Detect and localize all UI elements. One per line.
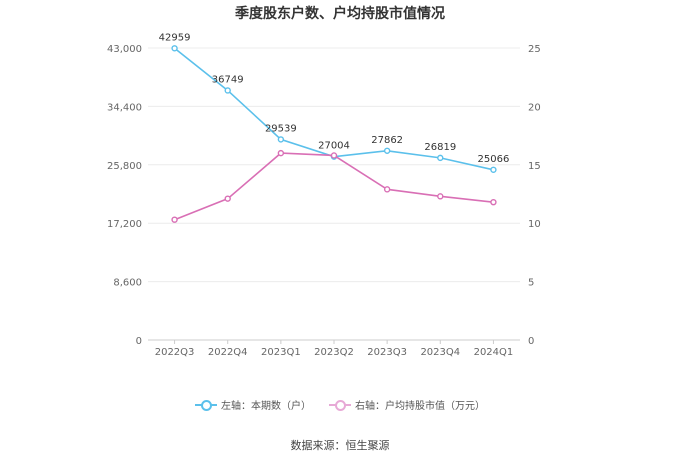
legend-item-avg-value[interactable]: 右轴：户均持股市值（万元） <box>329 397 485 412</box>
series-point-0 <box>383 147 391 154</box>
series-point-0 <box>490 166 497 173</box>
right-axis-tick-label: 25 <box>528 44 541 55</box>
series-point-0 <box>224 87 231 94</box>
x-axis-tick-label: 2023Q2 <box>314 347 354 358</box>
series-point-0 <box>437 154 444 162</box>
series-point-1 <box>383 186 391 193</box>
data-label: 25066 <box>478 154 510 165</box>
series-point-1 <box>437 193 444 200</box>
data-label: 26819 <box>424 142 456 153</box>
data-label: 29539 <box>265 123 297 134</box>
series-point-0 <box>277 136 285 143</box>
data-label: 27004 <box>318 141 350 152</box>
left-axis-tick-label: 25,800 <box>107 161 142 172</box>
right-axis-tick-label: 10 <box>528 219 541 230</box>
chart-title: 季度股东户数、户均持股市值情况 <box>235 6 445 22</box>
data-label: 27862 <box>371 135 403 146</box>
legend-label-avg-value: 右轴：户均持股市值（万元） <box>355 401 485 412</box>
left-axis-tick-label: 34,400 <box>107 102 142 113</box>
legend-label-households: 左轴：本期数（户） <box>221 401 311 412</box>
left-axis-tick-label: 0 <box>136 336 142 347</box>
series-point-1 <box>224 195 231 202</box>
legend-item-households[interactable]: 左轴：本期数（户） <box>195 397 311 412</box>
series-point-1 <box>330 152 338 159</box>
series-point-1 <box>171 216 178 223</box>
legend-swatch-avg-value <box>329 399 351 411</box>
series-point-1 <box>490 198 497 206</box>
x-axis-tick-label: 2022Q3 <box>155 347 195 358</box>
series-line-1 <box>174 152 494 221</box>
x-axis-tick-label: 2022Q4 <box>208 347 248 358</box>
data-label: 36749 <box>212 74 244 85</box>
right-axis-tick-label: 0 <box>528 336 534 347</box>
x-axis-tick-label: 2023Q3 <box>367 347 407 358</box>
chart-plot: 0 0 8,600 5 17,200 10 25,800 15 34,400 20 43,000 25… <box>107 32 541 358</box>
left-axis-tick-label: 8,600 <box>113 278 142 289</box>
data-source-note: 数据来源：恒生聚源 <box>290 439 390 452</box>
left-axis-tick-label: 17,200 <box>107 219 142 230</box>
series-point-0 <box>171 45 178 52</box>
series-point-1 <box>277 149 285 157</box>
x-axis-tick-label: 2023Q1 <box>261 347 301 358</box>
legend-swatch-households <box>195 399 217 411</box>
data-label: 42959 <box>159 32 191 43</box>
right-axis-tick-label: 5 <box>528 278 534 289</box>
chart-legend: 左轴：本期数（户） 右轴：户均持股市值（万元） <box>0 397 680 412</box>
left-axis-tick-label: 43,000 <box>107 44 142 55</box>
right-axis-tick-label: 15 <box>528 161 541 172</box>
x-axis-tick-label: 2024Q1 <box>474 347 514 358</box>
x-axis-tick-label: 2023Q4 <box>420 347 460 358</box>
right-axis-tick-label: 20 <box>528 102 541 113</box>
